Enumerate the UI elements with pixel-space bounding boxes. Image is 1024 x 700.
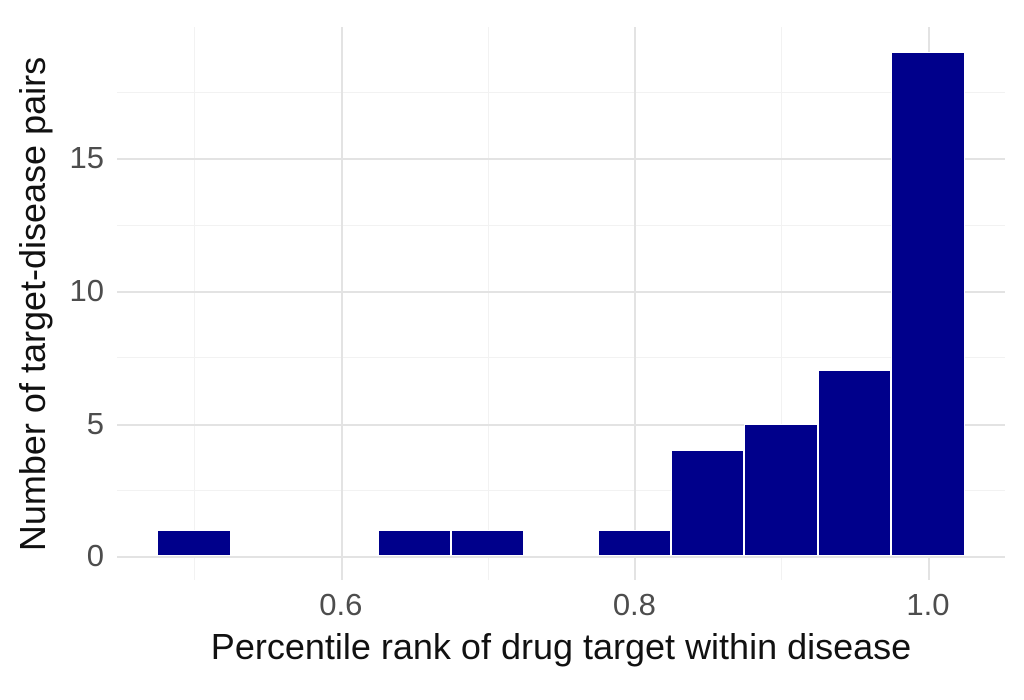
histogram-bar — [744, 423, 818, 557]
y-tick-label: 5 — [86, 405, 104, 441]
major-gridline — [340, 27, 343, 580]
minor-gridline — [117, 489, 1005, 491]
histogram-bar — [157, 529, 231, 557]
y-tick-label: 15 — [69, 140, 104, 176]
major-gridline — [117, 423, 1005, 426]
histogram-bar — [891, 52, 965, 557]
x-axis-title: Percentile rank of drug target within di… — [210, 626, 912, 667]
x-tick-label: 0.8 — [612, 587, 656, 622]
histogram-bar — [817, 370, 892, 557]
y-tick-label: 10 — [69, 272, 104, 308]
histogram-bar — [377, 529, 451, 557]
minor-gridline — [487, 27, 489, 580]
minor-gridline — [194, 27, 196, 580]
minor-gridline — [117, 357, 1005, 359]
histogram-bar — [597, 529, 672, 557]
y-axis-title-box: Number of target-disease pairs — [6, 27, 60, 580]
major-gridline — [634, 27, 637, 580]
minor-gridline — [117, 91, 1005, 93]
minor-gridline — [781, 27, 783, 580]
major-gridline — [117, 556, 1005, 559]
histogram-bar — [450, 529, 525, 557]
y-tick-label: 0 — [86, 538, 104, 574]
minor-gridline — [117, 224, 1005, 226]
x-tick-label: 1.0 — [906, 587, 950, 622]
major-gridline — [117, 158, 1005, 161]
plot-panel — [117, 27, 1005, 580]
major-gridline — [117, 290, 1005, 293]
y-axis-title: Number of target-disease pairs — [12, 56, 54, 551]
histogram-bar — [671, 450, 745, 557]
x-tick-label: 0.6 — [319, 587, 363, 622]
